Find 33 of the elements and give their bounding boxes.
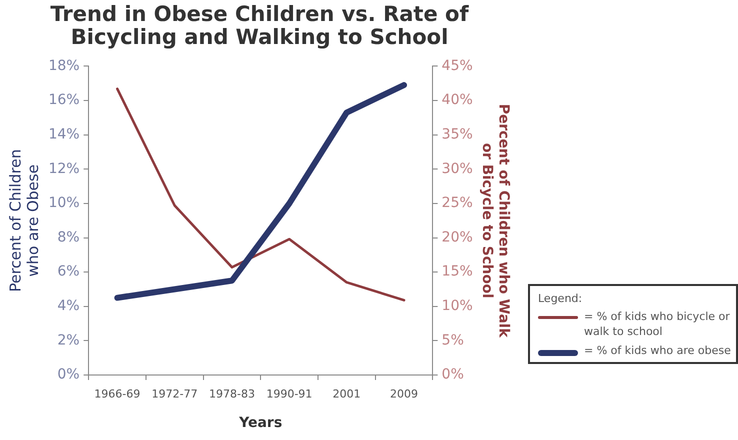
y-tick-label: 16% [48, 92, 80, 108]
legend-label: = % of kids who bicycle or walk to school [584, 309, 731, 339]
y2-tick-label: 40% [442, 92, 473, 108]
y2-tick-label: 0% [442, 366, 464, 383]
x-tick-label: 1978-83 [208, 387, 255, 400]
y2-axis-title: Percent of Children who Walk or Bicycle to School [479, 104, 512, 338]
y-tick-label: 12% [48, 160, 80, 177]
x-tick-label: 1990-91 [266, 387, 312, 400]
legend-label: = % of kids who are obese [584, 343, 731, 358]
y2-tick-label: 20% [442, 229, 473, 246]
y-tick-label: 4% [57, 298, 80, 314]
legend-title: Legend: [538, 292, 584, 305]
y-tick-label: 10% [48, 195, 80, 212]
x-tick-label: 1972-77 [152, 387, 198, 400]
x-tick-label: 2009 [390, 387, 418, 400]
y2-tick-label: 10% [442, 298, 473, 314]
y2-tick-label: 35% [442, 126, 473, 142]
x-tick-label: 2001 [332, 387, 361, 400]
x-axis-title: Years [238, 415, 282, 432]
y-axis-title: Percent of Children who are Obese [6, 149, 42, 292]
y2-tick-label: 5% [442, 332, 464, 348]
y2-tick-label: 45% [442, 58, 473, 74]
y-tick-label: 18% [48, 58, 80, 74]
y-tick-label: 2% [57, 332, 80, 348]
y-tick-label: 14% [48, 126, 80, 142]
y2-tick-label: 25% [442, 195, 473, 212]
y2-tick-label: 30% [442, 160, 473, 177]
y-tick-label: 0% [57, 366, 80, 383]
x-tick-label: 1966-69 [94, 387, 140, 400]
y-tick-label: 8% [57, 229, 80, 246]
y2-tick-label: 15% [442, 264, 473, 280]
y-tick-label: 6% [57, 264, 80, 280]
chart-title: Trend in Obese Children vs. Rate of Bicycling and Walking to School [50, 2, 470, 50]
